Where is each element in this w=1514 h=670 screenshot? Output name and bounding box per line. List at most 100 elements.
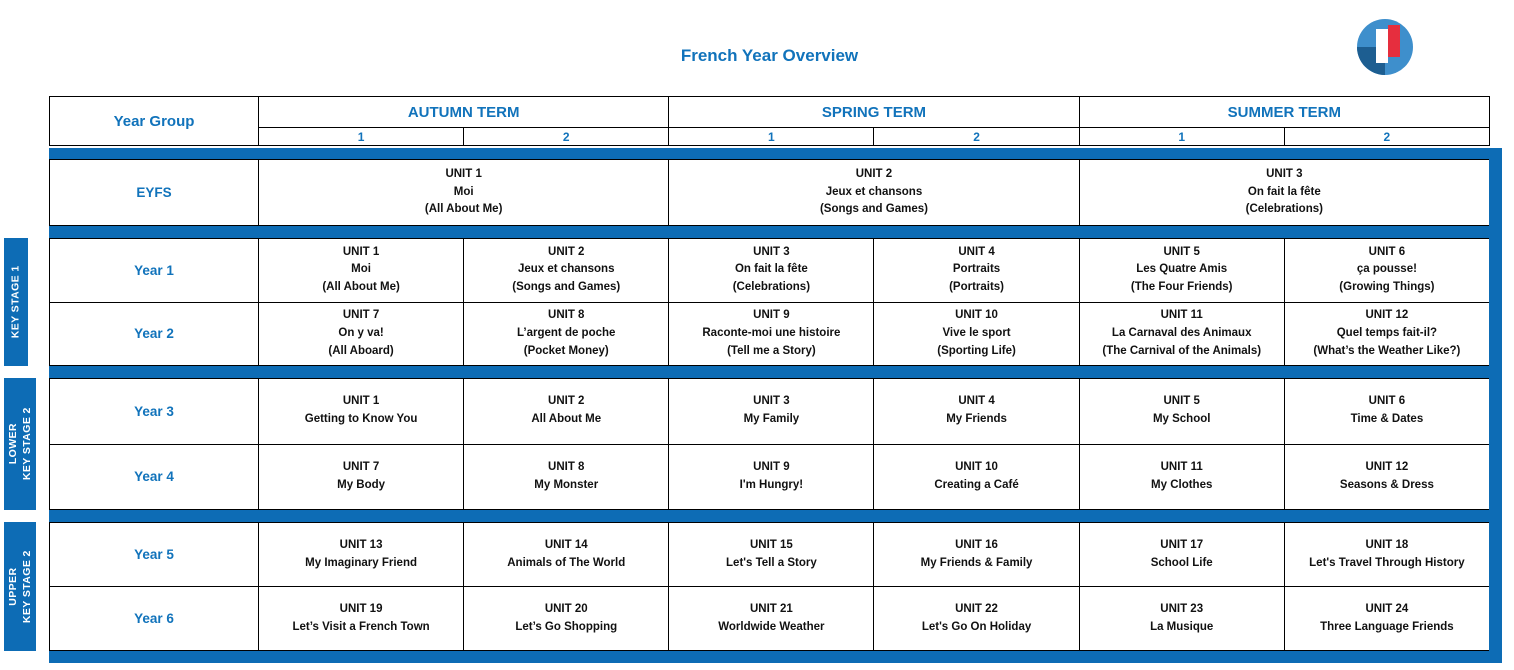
unit-number: UNIT 1 (445, 167, 482, 180)
unit-cell: UNIT 7 On y va! (All Aboard) (257, 301, 465, 366)
header-table: Year Group AUTUMN TERM SPRING TERM SUMME… (49, 96, 1491, 146)
unit-subtitle: (Pocket Money) (523, 344, 609, 357)
unit-subtitle: (The Four Friends) (1130, 281, 1233, 294)
unit-cell: UNIT 19 Let’s Visit a French Town (257, 586, 465, 651)
unit-title: Creating a Café (934, 478, 1019, 491)
upper-key-stage-2-label: UPPER KEY STAGE 2 (4, 522, 36, 651)
unit-title: My Family (743, 413, 800, 426)
unit-title: La Musique (1150, 620, 1214, 633)
unit-number: UNIT 23 (1160, 602, 1204, 615)
unit-title: Let’s Visit a French Town (292, 620, 430, 633)
term-half: 1 (1078, 127, 1285, 146)
unit-number: UNIT 8 (548, 309, 585, 322)
unit-cell: UNIT 15 Let's Tell a Story (668, 522, 875, 587)
unit-number: UNIT 12 (1365, 309, 1409, 322)
unit-subtitle: (All About Me) (424, 203, 503, 216)
key-stage-1-table: Year 1 UNIT 1 Moi (All About Me) UNIT 2 Jeu… (49, 238, 1491, 366)
unit-cell: UNIT 9 Raconte-moi une histoire (Tell me a… (668, 301, 875, 366)
unit-cell: UNIT 10 Creating a Café (873, 443, 1080, 510)
unit-cell: UNIT 21 Worldwide Weather (668, 586, 875, 651)
year-group-header: Year Group (49, 96, 259, 146)
unit-number: UNIT 13 (339, 538, 383, 551)
unit-subtitle: (Portraits) (949, 281, 1005, 294)
unit-cell: UNIT 8 My Monster (463, 443, 670, 510)
right-edge-strip (1489, 159, 1502, 226)
unit-number: UNIT 17 (1160, 538, 1204, 551)
unit-title: I'm Hungry! (739, 478, 804, 491)
unit-number: UNIT 20 (544, 602, 588, 615)
year-label: Year 2 (49, 301, 259, 366)
unit-subtitle: (Celebrations) (732, 281, 811, 294)
unit-title: Moi (453, 185, 474, 198)
unit-cell: UNIT 1 Moi (All About Me) (257, 238, 465, 303)
right-edge-strip (1489, 238, 1502, 366)
unit-cell: UNIT 10 Vive le sport (Sporting Life) (873, 301, 1080, 366)
unit-number: UNIT 8 (548, 460, 585, 473)
unit-subtitle: (Sporting Life) (937, 344, 1016, 357)
unit-cell: UNIT 11 My Clothes (1078, 443, 1285, 510)
unit-cell: UNIT 3 On fait la fête (Celebrations) (668, 238, 875, 303)
term-header-spring: SPRING TERM (668, 96, 1080, 128)
unit-title: Three Language Friends (1320, 620, 1454, 633)
unit-cell: UNIT 24 Three Language Friends (1283, 586, 1491, 651)
unit-number: UNIT 9 (753, 460, 790, 473)
upper-key-stage-2-table: Year 5 UNIT 13 My Imaginary Friend UNIT 1… (49, 522, 1491, 651)
unit-number: UNIT 10 (955, 460, 998, 473)
section-divider-bar (49, 226, 1502, 238)
table-row: Year 2 UNIT 7 On y va! (All Aboard) UNIT 8… (49, 301, 1491, 366)
unit-number: UNIT 4 (958, 395, 995, 408)
unit-cell: UNIT 3 My Family (668, 378, 875, 445)
unit-subtitle: (What’s the Weather Like?) (1313, 344, 1461, 357)
unit-title: Jeux et chansons (517, 263, 615, 276)
stage-label-line: UPPER (6, 567, 19, 606)
term-half: 2 (463, 127, 670, 146)
unit-title: L’argent de poche (517, 326, 616, 339)
unit-number: UNIT 12 (1365, 460, 1409, 473)
unit-number: UNIT 3 (753, 245, 790, 258)
unit-cell: UNIT 9 I'm Hungry! (668, 443, 875, 510)
unit-title: Raconte-moi une histoire (702, 326, 841, 339)
unit-number: UNIT 11 (1160, 460, 1203, 473)
unit-cell: UNIT 2 All About Me (463, 378, 670, 445)
table-row: Year 1 UNIT 1 Moi (All About Me) UNIT 2 Jeu… (49, 238, 1491, 303)
table-row: EYFS UNIT 1 Moi (All About Me) UNIT 2 Jeux … (49, 159, 1491, 226)
unit-number: UNIT 1 (342, 395, 380, 408)
unit-cell: UNIT 12 Seasons & Dress (1283, 443, 1491, 510)
unit-title: Let's Go On Holiday (921, 620, 1032, 633)
unit-cell: UNIT 6 Time & Dates (1283, 378, 1491, 445)
unit-cell: UNIT 1 Getting to Know You (257, 378, 465, 445)
unit-cell: UNIT 4 Portraits (Portraits) (873, 238, 1080, 303)
unit-subtitle: (Celebrations) (1245, 203, 1323, 216)
stage-label-line: LOWER (6, 423, 19, 465)
unit-cell: UNIT 6 ça pousse! (Growing Things) (1283, 238, 1491, 303)
right-edge-strip (1489, 378, 1502, 510)
unit-number: UNIT 21 (749, 602, 793, 615)
unit-number: UNIT 2 (548, 395, 585, 408)
unit-title: My Monster (534, 478, 599, 491)
unit-number: UNIT 16 (955, 538, 998, 551)
unit-cell: UNIT 4 My Friends (873, 378, 1080, 445)
unit-cell: UNIT 7 My Body (257, 443, 465, 510)
unit-title: Time & Dates (1350, 413, 1424, 426)
term-header-autumn: AUTUMN TERM (257, 96, 670, 128)
unit-cell: UNIT 18 Let's Travel Through History (1283, 522, 1491, 587)
unit-number: UNIT 7 (342, 309, 380, 322)
term-half: 2 (1283, 127, 1491, 146)
term-header-summer: SUMMER TERM (1078, 96, 1491, 128)
table-row: Year 5 UNIT 13 My Imaginary Friend UNIT 1… (49, 522, 1491, 587)
unit-cell: UNIT 20 Let’s Go Shopping (463, 586, 670, 651)
unit-number: UNIT 5 (1163, 395, 1200, 408)
french-flag-logo-icon (1357, 19, 1413, 75)
unit-title: On y va! (338, 326, 384, 339)
unit-number: UNIT 19 (339, 602, 383, 615)
section-divider-bar (49, 148, 1502, 159)
unit-title: My Clothes (1151, 478, 1213, 491)
key-stage-1-label: KEY STAGE 1 (4, 238, 28, 366)
unit-subtitle: (Tell me a Story) (727, 344, 816, 357)
unit-subtitle: (Growing Things) (1339, 281, 1435, 294)
unit-title: School Life (1150, 556, 1213, 569)
unit-number: UNIT 24 (1365, 602, 1409, 615)
unit-title: La Carnaval des Animaux (1111, 326, 1252, 339)
unit-cell: UNIT 13 My Imaginary Friend (257, 522, 465, 587)
unit-title: Quel temps fait-il? (1336, 326, 1438, 339)
